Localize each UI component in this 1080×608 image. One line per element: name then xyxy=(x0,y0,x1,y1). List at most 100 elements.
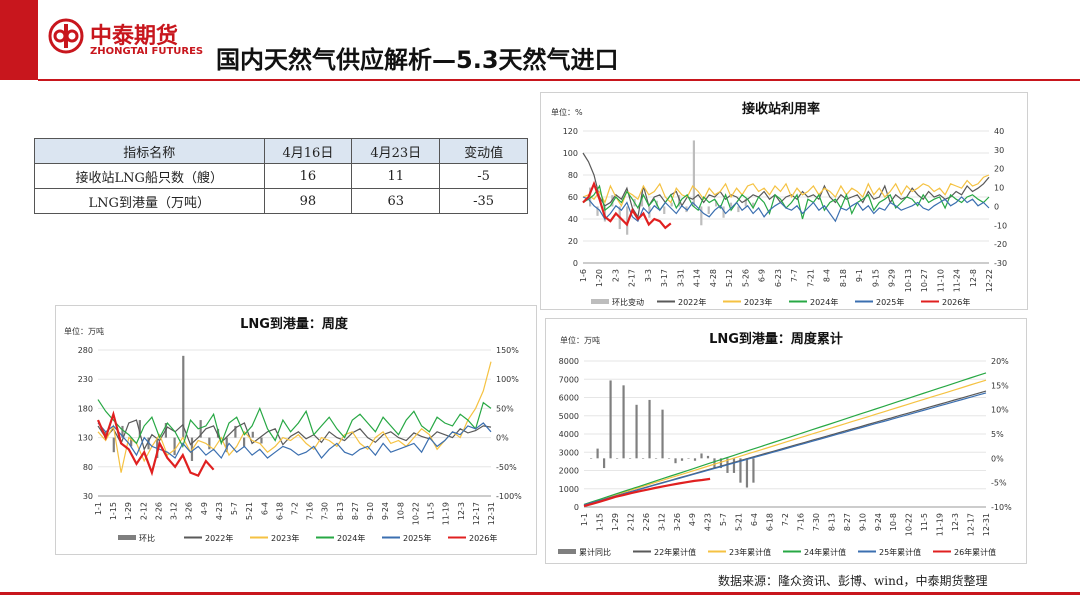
series-line xyxy=(582,180,672,230)
x-tick-label: 9-10 xyxy=(366,502,375,520)
y-tick-label: 2000 xyxy=(559,467,579,476)
y-tick-label: 280 xyxy=(78,346,93,355)
y-tick-label: 80 xyxy=(83,463,93,472)
table-header-cell: 4月16日 xyxy=(263,138,353,164)
x-tick-label: 8-27 xyxy=(351,502,360,520)
x-tick-label: 5-7 xyxy=(719,513,728,526)
table-header-cell: 4月23日 xyxy=(351,138,441,164)
x-tick-label: 7-30 xyxy=(321,502,330,520)
page-title: 国内天然气供应解析—5.3天然气进口 xyxy=(216,46,619,74)
table-header-cell: 指标名称 xyxy=(34,138,265,164)
y-tick-label: 7000 xyxy=(559,375,579,384)
x-tick-label: 5-7 xyxy=(230,502,239,515)
table-cell: LNG到港量（万吨） xyxy=(34,188,265,214)
table-cell: -5 xyxy=(439,163,528,189)
x-tick-label: 10-8 xyxy=(396,502,405,520)
y2-tick-label: 50% xyxy=(496,404,514,413)
chart-terminal-utilization: 接收站利用率 单位：% 0 20 40 60 80 100 120 40 30 20 10 0 -10 -20… xyxy=(540,92,1028,310)
x-tick-label: 12-17 xyxy=(472,502,481,525)
y2-tick-label: 40 xyxy=(994,127,1004,136)
y2-tick-label: -30 xyxy=(994,259,1007,268)
zhongtai-logo-icon xyxy=(48,18,84,54)
x-tick-label: 1-20 xyxy=(595,269,604,287)
x-tick-label: 4-23 xyxy=(215,502,224,520)
y-tick-label: 100 xyxy=(563,149,578,158)
y-tick-label: 20 xyxy=(568,237,578,246)
bar-mark xyxy=(654,458,658,459)
bar-mark xyxy=(138,420,141,438)
bar-mark xyxy=(609,380,612,459)
bar-mark xyxy=(251,431,254,438)
bar-mark xyxy=(661,409,664,459)
x-tick-label: 11-24 xyxy=(953,269,962,292)
y2-tick-label: 30 xyxy=(994,146,1004,155)
x-tick-label: 7-16 xyxy=(796,513,805,531)
table-cell: -35 xyxy=(439,188,528,214)
x-tick-label: 7-2 xyxy=(291,502,300,515)
header-bar xyxy=(0,0,1080,80)
x-tick-label: 10-22 xyxy=(411,502,420,525)
bar-mark xyxy=(732,458,736,473)
legend-label: 2024年 xyxy=(810,297,838,307)
legend-label: 2022年 xyxy=(678,297,706,307)
x-tick-label: 3-3 xyxy=(644,269,653,282)
series-line xyxy=(582,196,990,223)
series-line xyxy=(583,379,987,506)
x-tick-label: 2-12 xyxy=(626,513,635,531)
x-tick-label: 1-29 xyxy=(124,502,133,520)
bar-mark xyxy=(752,202,755,207)
x-tick-label: 7-7 xyxy=(790,269,799,282)
bar-mark xyxy=(752,458,755,483)
y2-tick-label: 15% xyxy=(991,381,1009,390)
chart-title: LNG到港量：周度累计 xyxy=(709,331,843,347)
bar-mark xyxy=(628,458,632,459)
x-tick-label: 8-13 xyxy=(336,502,345,520)
x-tick-label: 12-3 xyxy=(457,502,466,520)
x-tick-label: 11-19 xyxy=(936,513,945,536)
x-tick-label: 2-12 xyxy=(139,502,148,520)
summary-table: 指标名称 4月16日 4月23日 变动值 接收站LNG船只数（艘） 16 11 … xyxy=(34,138,528,214)
bar-mark xyxy=(590,458,593,459)
y2-tick-label: 20 xyxy=(994,165,1004,174)
chart-unit-label: 单位：万吨 xyxy=(64,326,104,336)
legend-label: 26年累计值 xyxy=(954,547,996,557)
x-tick-label: 3-12 xyxy=(657,513,666,531)
bar-mark xyxy=(242,437,246,447)
bar-mark xyxy=(713,458,716,469)
header-accent-band xyxy=(0,0,38,80)
x-tick-label: 8-13 xyxy=(827,513,836,531)
bar-mark xyxy=(674,458,677,464)
bar-mark xyxy=(692,140,695,207)
x-tick-label: 2-26 xyxy=(154,502,163,520)
y-tick-label: 120 xyxy=(563,127,578,136)
x-tick-label: 9-10 xyxy=(858,513,867,531)
legend-swatch xyxy=(118,535,136,540)
x-tick-label: 12-31 xyxy=(982,513,991,536)
table-cell: 16 xyxy=(263,163,353,189)
x-tick-label: 12-17 xyxy=(967,513,976,536)
bar-mark xyxy=(744,198,747,207)
series-line xyxy=(583,372,987,505)
bar-mark xyxy=(680,458,684,461)
bar-mark xyxy=(602,458,606,469)
y-tick-label: 60 xyxy=(568,193,578,202)
bar-mark xyxy=(596,206,599,216)
x-tick-label: 1-15 xyxy=(109,502,118,520)
y-tick-label: 80 xyxy=(568,171,578,180)
x-tick-label: 8-18 xyxy=(839,269,848,287)
legend-label: 22年累计值 xyxy=(654,547,696,557)
x-tick-label: 9-1 xyxy=(855,269,864,282)
x-tick-label: 5-21 xyxy=(245,502,254,520)
bar-mark xyxy=(706,455,710,459)
x-tick-label: 11-5 xyxy=(920,513,929,531)
bar-mark xyxy=(739,458,742,483)
legend-swatch xyxy=(591,299,609,304)
x-tick-label: 3-26 xyxy=(673,513,682,531)
table-header-row: 指标名称 4月16日 4月23日 变动值 xyxy=(34,138,528,164)
legend-label: 环比 xyxy=(139,533,155,543)
bar-mark xyxy=(722,206,725,218)
y-tick-label: 180 xyxy=(78,404,93,413)
y2-tick-label: 150% xyxy=(496,346,519,355)
table-cell: 接收站LNG船只数（艘） xyxy=(34,163,265,189)
